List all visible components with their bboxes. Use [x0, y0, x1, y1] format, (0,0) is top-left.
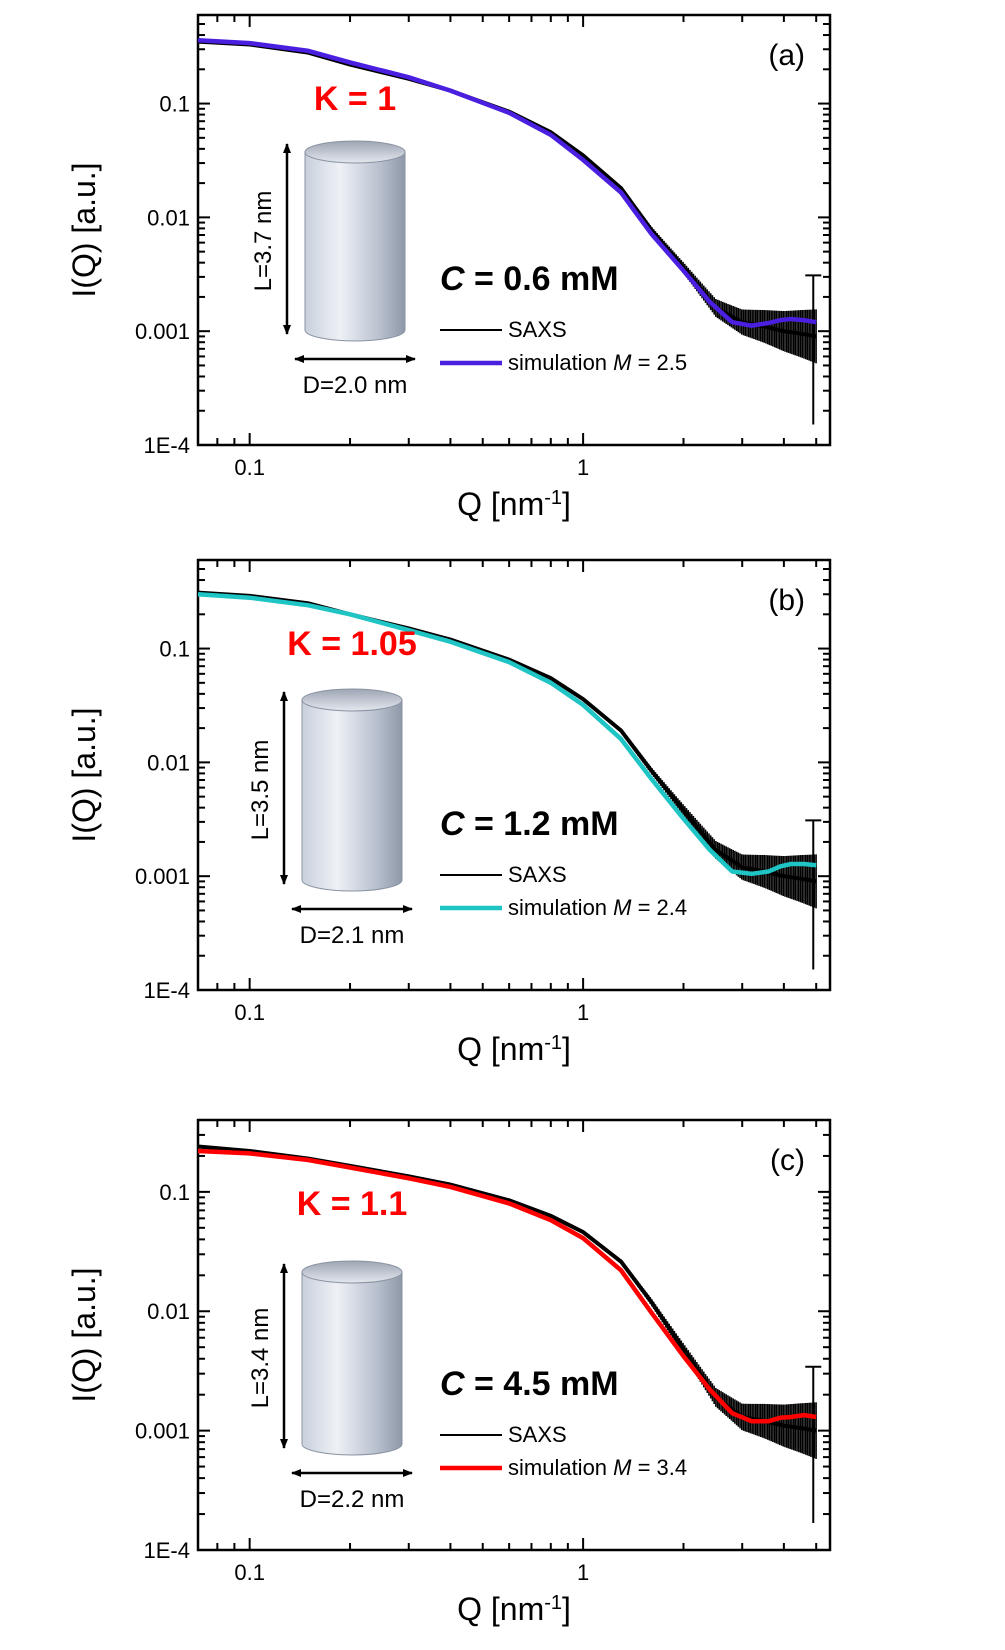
y-tick-label: 0.1 — [159, 637, 190, 662]
legend-label-saxs: SAXS — [508, 1422, 567, 1447]
simulation-line — [197, 1148, 817, 1424]
legend: SAXS simulation M = 3.4 — [440, 1422, 687, 1480]
legend: SAXS simulation M = 2.4 — [440, 862, 687, 920]
plot-frame — [196, 13, 832, 447]
y-tick-label: 0.01 — [147, 750, 190, 775]
x-axis-label: Q [nm-1] — [457, 486, 571, 522]
legend-label-saxs: SAXS — [508, 862, 567, 887]
y-axis-label: I(Q) [a.u.] — [66, 162, 102, 297]
cylinder-top — [304, 140, 406, 164]
cylinder-body — [304, 151, 406, 342]
panel-label: (c) — [770, 1144, 805, 1177]
x-tick-label: 0.1 — [234, 455, 265, 480]
cylinder-illustration: L=3.4 nm D=2.2 nm — [247, 1260, 413, 1513]
x-axis-label: Q [nm-1] — [457, 1031, 571, 1067]
cylinder-top — [301, 1260, 403, 1284]
legend: SAXS simulation M = 2.5 — [440, 317, 687, 375]
y-tick-label: 1E-4 — [144, 1538, 190, 1563]
plot-frame — [196, 1118, 832, 1552]
legend-label-simulation: simulation M = 3.4 — [508, 1455, 687, 1480]
x-tick-label: 1 — [577, 455, 589, 480]
chart-panel-2: 0.1 1 0.1 0.01 0.001 1E-4 Q [nm-1] I(Q) [a.u.] (… — [66, 558, 832, 1067]
simulation-line — [197, 592, 817, 877]
x-tick-label: 1 — [577, 1000, 589, 1025]
diameter-label: D=2.2 nm — [300, 1486, 405, 1513]
legend-label-saxs: SAXS — [508, 317, 567, 342]
cylinder-body — [301, 1271, 403, 1456]
cylinder-illustration: L=3.5 nm D=2.1 nm — [247, 688, 413, 949]
y-tick-label: 0.001 — [135, 319, 190, 344]
length-label: L=3.4 nm — [247, 1308, 274, 1409]
y-tick-label: 0.1 — [159, 92, 190, 117]
x-tick-label: 0.1 — [234, 1560, 265, 1585]
chart-panel-3: 0.1 1 0.1 0.01 0.001 1E-4 Q [nm-1] I(Q) [a.u.] (… — [66, 1118, 832, 1627]
legend-label-simulation: simulation M = 2.5 — [508, 350, 687, 375]
k-value-label: K = 1.1 — [297, 1185, 408, 1223]
diameter-label: D=2.1 nm — [300, 922, 405, 949]
k-value-label: K = 1 — [314, 80, 396, 118]
x-axis-label: Q [nm-1] — [457, 1591, 571, 1627]
legend-label-simulation: simulation M = 2.4 — [508, 895, 687, 920]
length-label: L=3.5 nm — [247, 740, 274, 841]
cylinder-top — [301, 688, 403, 712]
x-tick-label: 1 — [577, 1560, 589, 1585]
panel-label: (b) — [768, 584, 805, 617]
y-tick-label: 0.001 — [135, 864, 190, 889]
concentration-label: C = 0.6 mM — [440, 260, 619, 298]
x-tick-label: 0.1 — [234, 1000, 265, 1025]
plot-frame — [196, 558, 832, 992]
diameter-label: D=2.0 nm — [303, 372, 408, 399]
length-label: L=3.7 nm — [250, 191, 277, 292]
y-tick-label: 0.01 — [147, 205, 190, 230]
y-tick-label: 0.1 — [159, 1180, 190, 1205]
y-tick-label: 0.001 — [135, 1419, 190, 1444]
simulation-line — [197, 37, 817, 328]
panel-label: (a) — [768, 39, 805, 72]
y-axis-label: I(Q) [a.u.] — [66, 707, 102, 842]
y-tick-label: 1E-4 — [144, 978, 190, 1003]
chart-panel-1: 0.1 1 0.1 0.01 0.001 1E-4 Q [nm-1] I(Q) [a.u.] (… — [66, 13, 832, 522]
y-tick-label: 0.01 — [147, 1299, 190, 1324]
y-axis-label: I(Q) [a.u.] — [66, 1267, 102, 1402]
concentration-label: C = 1.2 mM — [440, 805, 619, 843]
k-value-label: K = 1.05 — [287, 625, 416, 663]
cylinder-body — [301, 699, 403, 892]
y-tick-label: 1E-4 — [144, 433, 190, 458]
concentration-label: C = 4.5 mM — [440, 1365, 619, 1403]
cylinder-illustration: L=3.7 nm D=2.0 nm — [250, 140, 416, 399]
